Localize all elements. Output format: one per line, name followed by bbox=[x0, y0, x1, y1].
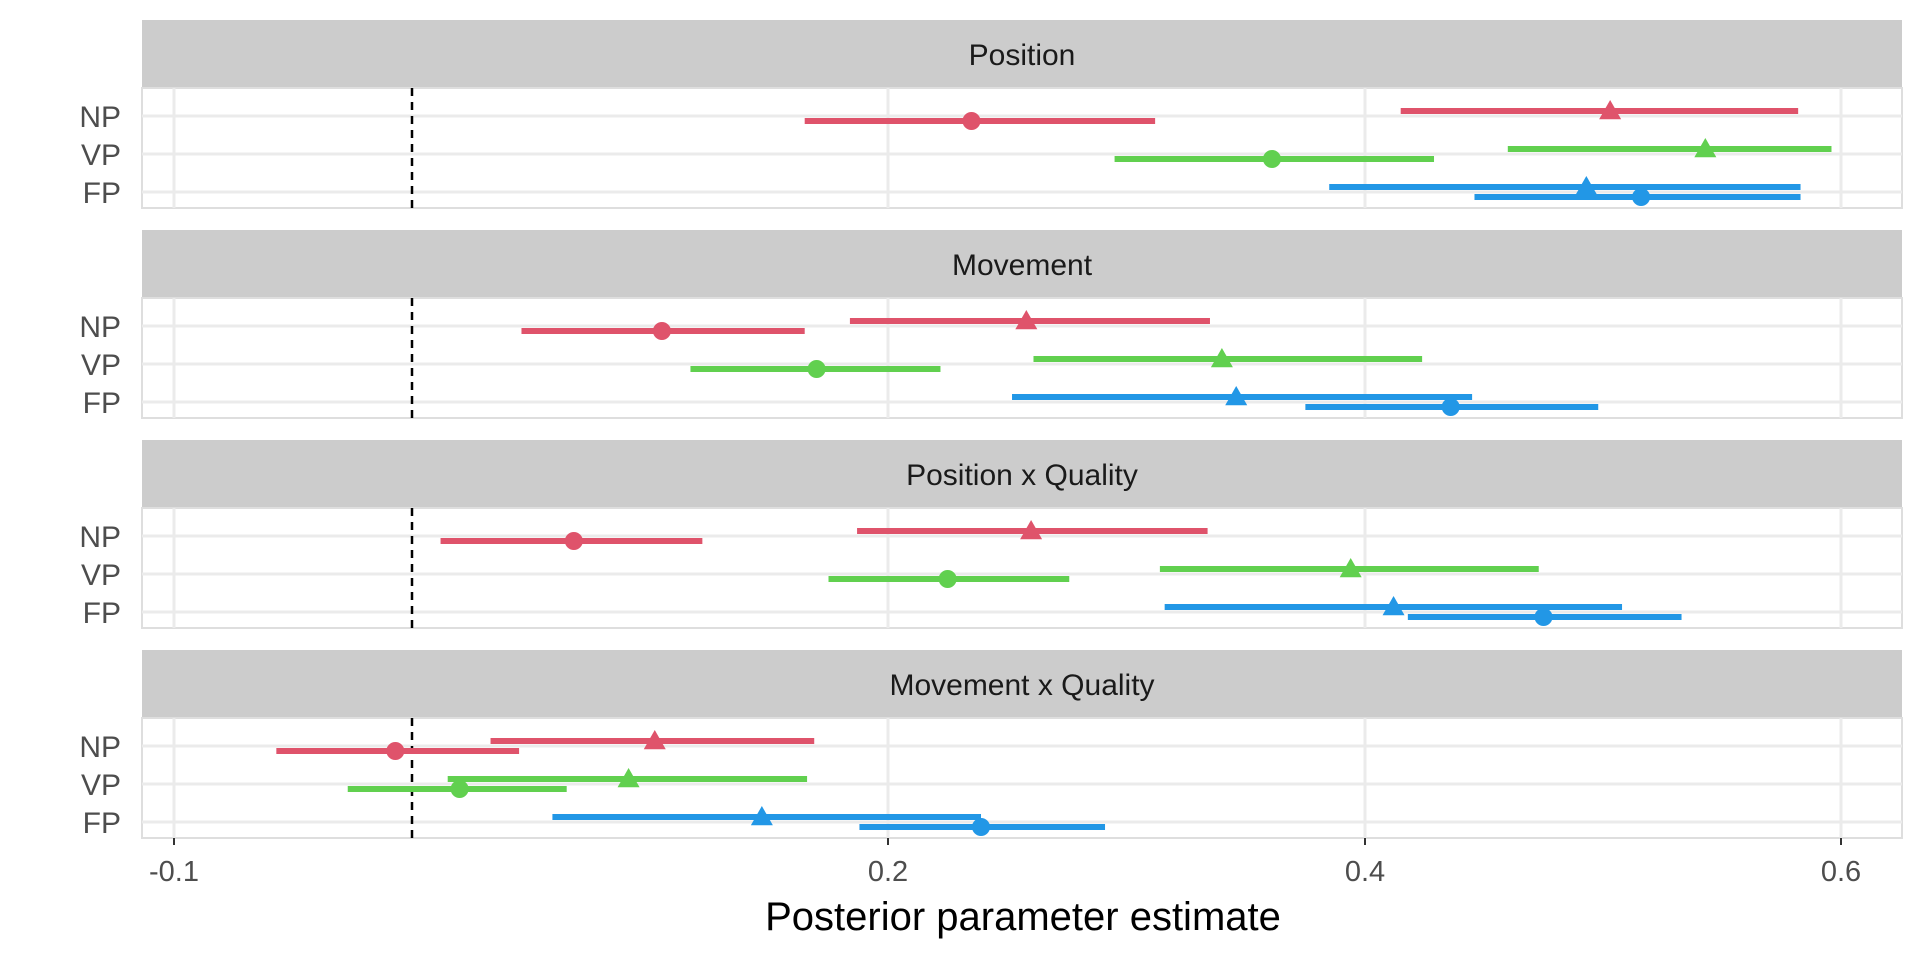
panel-body bbox=[141, 507, 1903, 629]
x-tick-label: 0.4 bbox=[1345, 856, 1385, 888]
point-estimate-triangle bbox=[1020, 520, 1043, 540]
point-estimate-circle bbox=[1534, 608, 1553, 626]
x-tick-label: 0.6 bbox=[1821, 856, 1861, 888]
facet-strip bbox=[142, 20, 1902, 88]
point-estimate-circle bbox=[807, 360, 826, 378]
point-estimate-triangle bbox=[1339, 558, 1362, 578]
point-estimate-triangle bbox=[1382, 596, 1405, 616]
point-estimate-triangle bbox=[1575, 176, 1598, 196]
point-estimate-circle bbox=[652, 322, 671, 340]
y-tick-label: NP bbox=[79, 731, 121, 764]
y-tick-label: NP bbox=[79, 311, 121, 344]
point-estimate-triangle bbox=[617, 768, 640, 788]
x-axis: -0.1 0.2 0.4 0.6 bbox=[149, 838, 1861, 888]
point-estimate-circle bbox=[1262, 150, 1281, 168]
facet-panel: Position NP VP FP bbox=[79, 20, 1903, 210]
facet-panel: Movement x Quality NP VP FP bbox=[79, 650, 1903, 840]
y-tick-label: FP bbox=[83, 807, 121, 840]
point-estimate-triangle bbox=[643, 730, 666, 750]
facet-strip bbox=[142, 230, 1902, 298]
y-tick-label: NP bbox=[79, 101, 121, 134]
point-estimate-circle bbox=[564, 532, 583, 550]
y-tick-label: VP bbox=[81, 559, 121, 592]
y-tick-label: FP bbox=[83, 177, 121, 210]
point-estimate-circle bbox=[450, 780, 469, 798]
facet-panel: Position x Quality NP VP FP bbox=[79, 440, 1903, 630]
point-estimate-triangle bbox=[1599, 100, 1622, 120]
point-estimate-triangle bbox=[1225, 386, 1248, 406]
point-estimate-triangle bbox=[1694, 138, 1717, 158]
facet-title: Position x Quality bbox=[906, 459, 1138, 492]
facet-strip bbox=[142, 650, 1902, 718]
facet-title: Position bbox=[969, 39, 1076, 72]
y-tick-label: FP bbox=[83, 597, 121, 630]
y-tick-label: VP bbox=[81, 349, 121, 382]
point-estimate-circle bbox=[962, 112, 981, 130]
facet-title: Movement x Quality bbox=[889, 669, 1154, 702]
point-estimate-triangle bbox=[1015, 310, 1038, 330]
facet-panel: Movement NP VP FP bbox=[79, 230, 1903, 420]
y-tick-label: FP bbox=[83, 387, 121, 420]
x-tick-label: -0.1 bbox=[149, 856, 199, 888]
facet-strip bbox=[142, 440, 1902, 508]
x-tick-label: 0.2 bbox=[868, 856, 908, 888]
point-estimate-triangle bbox=[750, 806, 773, 826]
y-tick-label: VP bbox=[81, 139, 121, 172]
facet-title: Movement bbox=[952, 249, 1093, 282]
y-tick-label: NP bbox=[79, 521, 121, 554]
panel-body bbox=[141, 717, 1903, 839]
point-estimate-circle bbox=[1441, 398, 1460, 416]
x-axis-label: Posterior parameter estimate bbox=[765, 895, 1281, 939]
point-estimate-triangle bbox=[1210, 348, 1233, 368]
y-tick-label: VP bbox=[81, 769, 121, 802]
point-estimate-circle bbox=[1632, 188, 1651, 206]
point-estimate-circle bbox=[972, 818, 991, 836]
point-estimate-circle bbox=[938, 570, 957, 588]
point-estimate-circle bbox=[386, 742, 405, 760]
